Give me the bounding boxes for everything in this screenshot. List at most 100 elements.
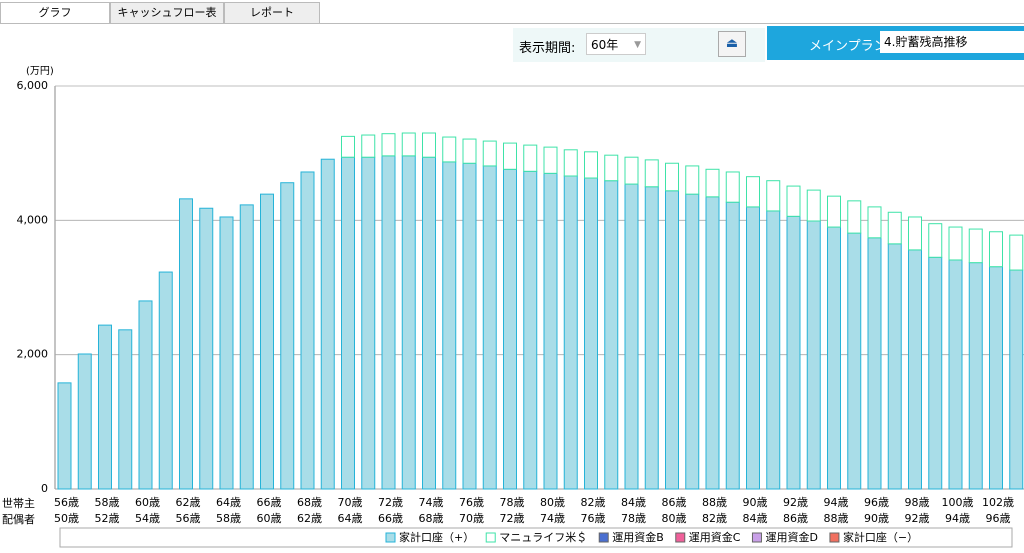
spouse-label: 94歳 xyxy=(945,512,970,525)
plan-input[interactable]: 4.貯蓄残高推移 xyxy=(880,31,1024,53)
row-label: 配偶者 xyxy=(2,513,35,526)
legend-swatch xyxy=(751,532,762,543)
bar-segment xyxy=(644,186,659,490)
legend-label: 家計口座（+） xyxy=(399,530,474,544)
bar-segment xyxy=(563,175,578,490)
y-tick-label: 2,000 xyxy=(17,348,49,361)
bar-segment xyxy=(665,190,679,490)
bar-segment xyxy=(867,237,882,490)
spouse-label: 88歳 xyxy=(824,512,849,525)
bar-segment xyxy=(320,158,335,490)
period-label: 表示期間: xyxy=(519,41,576,56)
plan-label: メインプラン： xyxy=(809,39,900,54)
bar-segment xyxy=(685,193,700,490)
bar-segment xyxy=(968,262,983,490)
tab[interactable]: キャッシュフロー表 xyxy=(110,2,224,24)
tab[interactable]: レポート xyxy=(224,2,320,24)
dropdown-arrow: ▼ xyxy=(634,40,641,50)
bar-segment xyxy=(827,226,841,490)
bar-segment xyxy=(827,195,841,228)
legend-swatch xyxy=(829,532,840,543)
bar-segment xyxy=(705,196,720,490)
x-tick-label: 76歳 xyxy=(459,496,484,509)
bar-segment xyxy=(422,156,436,490)
bar-segment xyxy=(158,271,173,490)
bar-segment xyxy=(260,193,274,490)
x-tick-label: 82歳 xyxy=(581,496,606,509)
bar-segment xyxy=(705,168,720,198)
bar-segment xyxy=(887,211,902,245)
y-tick-label: 6,000 xyxy=(17,79,49,92)
bar-segment xyxy=(766,180,781,212)
bar-segment xyxy=(644,159,659,188)
legend-swatch xyxy=(385,532,396,543)
bar-segment xyxy=(584,151,598,179)
bar-segment xyxy=(401,132,416,157)
legend-swatch xyxy=(485,532,496,543)
bar-segment xyxy=(806,220,821,490)
x-tick-label: 62歳 xyxy=(176,496,201,509)
bar-segment xyxy=(341,156,355,490)
bar-segment xyxy=(98,324,112,490)
x-tick-label: 86歳 xyxy=(662,496,687,509)
bar-segment xyxy=(786,185,801,217)
x-tick-label: 66歳 xyxy=(257,496,282,509)
bar-segment xyxy=(118,329,133,490)
bar-segment xyxy=(746,206,760,490)
bar-segment xyxy=(665,162,679,192)
spouse-label: 66歳 xyxy=(378,512,403,525)
bar-segment xyxy=(563,149,578,177)
spouse-label: 68歳 xyxy=(419,512,444,525)
spouse-label: 80歳 xyxy=(662,512,687,525)
bar-segment xyxy=(361,156,376,490)
y-unit: (万円) xyxy=(26,66,54,77)
bar-segment xyxy=(503,142,517,170)
bar-segment xyxy=(604,154,619,182)
plan-box: メインプラン： 4.貯蓄残高推移 xyxy=(767,26,1024,60)
bar-segment xyxy=(786,215,801,490)
bar-segment xyxy=(361,134,376,158)
bar-segment xyxy=(422,132,436,158)
bar-segment xyxy=(219,216,234,490)
x-tick-label: 70歳 xyxy=(338,496,363,509)
bar-segment xyxy=(77,353,92,490)
x-tick-label: 80歳 xyxy=(540,496,565,509)
x-tick-label: 72歳 xyxy=(378,496,403,509)
y-tick-label: 4,000 xyxy=(17,213,49,226)
bar-segment xyxy=(887,243,902,490)
bar-segment xyxy=(523,144,538,172)
row-label: 世帯主 xyxy=(2,497,35,510)
x-tick-label: 94歳 xyxy=(824,496,849,509)
bar-segment xyxy=(725,171,740,203)
bar-segment xyxy=(928,223,943,258)
x-tick-label: 92歳 xyxy=(783,496,808,509)
spouse-label: 64歳 xyxy=(338,512,363,525)
spouse-label: 56歳 xyxy=(176,512,201,525)
x-tick-label: 64歳 xyxy=(216,496,241,509)
legend-label: マニュライフ米＄ xyxy=(499,530,587,544)
bar-segment xyxy=(239,204,254,490)
bar-segment xyxy=(847,200,862,234)
bar-segment xyxy=(847,232,862,490)
spouse-label: 96歳 xyxy=(986,512,1011,525)
spouse-label: 70歳 xyxy=(459,512,484,525)
bar-segment xyxy=(442,136,457,163)
bar-segment xyxy=(806,189,821,222)
bar-segment xyxy=(746,176,760,208)
x-tick-label: 58歳 xyxy=(95,496,120,509)
bar-segment xyxy=(543,172,558,490)
x-tick-label: 84歳 xyxy=(621,496,646,509)
bar-segment xyxy=(908,216,922,251)
x-tick-label: 100歳 xyxy=(942,496,974,509)
x-tick-label: 98歳 xyxy=(905,496,930,509)
spouse-label: 86歳 xyxy=(783,512,808,525)
spouse-label: 76歳 xyxy=(581,512,606,525)
bar-segment xyxy=(867,206,882,239)
bar-segment xyxy=(138,300,153,490)
eject-button[interactable]: ⏏ xyxy=(718,31,746,57)
bar-segment xyxy=(401,155,416,490)
x-tick-label: 60歳 xyxy=(135,496,160,509)
period-select[interactable]: 60年 ▼ xyxy=(586,33,646,55)
